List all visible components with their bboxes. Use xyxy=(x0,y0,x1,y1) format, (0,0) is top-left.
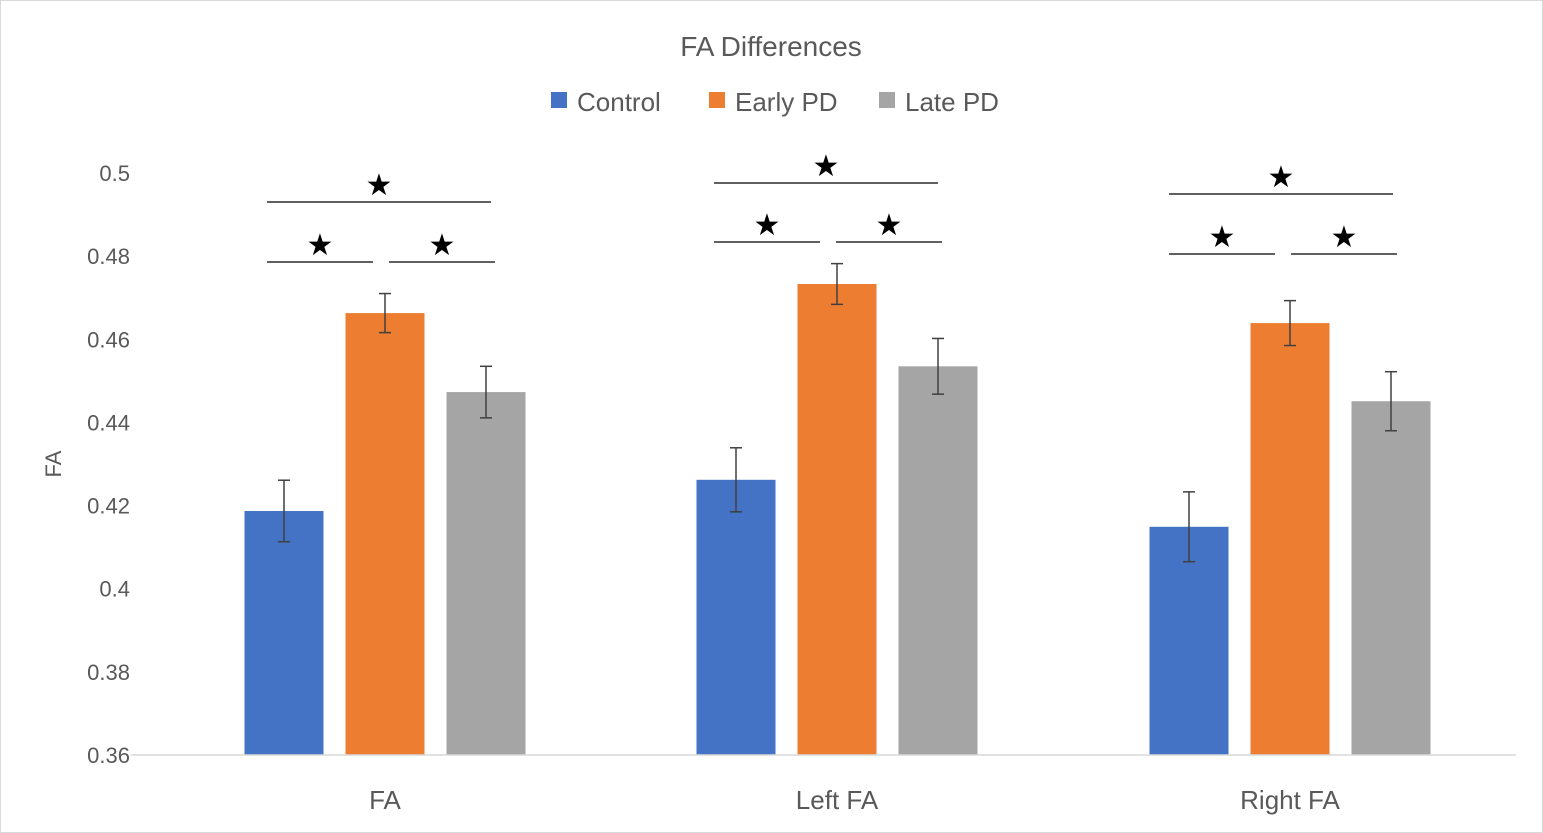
significance-star: ★ xyxy=(429,229,456,262)
bar xyxy=(797,283,877,755)
x-category-label: Left FA xyxy=(796,785,879,815)
significance-star: ★ xyxy=(307,229,334,262)
chart-title: FA Differences xyxy=(680,31,862,62)
bar xyxy=(345,313,425,755)
y-tick-label: 0.42 xyxy=(87,494,130,519)
legend-label-2: Early PD xyxy=(735,87,838,117)
bar xyxy=(244,510,324,755)
legend-swatch-1 xyxy=(551,92,567,108)
error-bars xyxy=(278,262,1397,563)
legend-swatch-2 xyxy=(709,92,725,108)
error-bar xyxy=(1183,491,1195,563)
legend-label-3: Late PD xyxy=(905,87,999,117)
bar xyxy=(898,366,978,755)
y-tick-label: 0.44 xyxy=(87,410,130,435)
legend-label-1: Control xyxy=(577,87,661,117)
error-bar xyxy=(1385,370,1397,432)
y-tick-label: 0.5 xyxy=(99,161,130,186)
bar xyxy=(1149,526,1229,755)
significance-star: ★ xyxy=(754,209,781,242)
error-bar xyxy=(730,447,742,513)
significance-star: ★ xyxy=(876,209,903,242)
x-category-label: Right FA xyxy=(1240,785,1340,815)
error-bar xyxy=(480,365,492,419)
error-bar xyxy=(932,337,944,395)
significance-star: ★ xyxy=(366,169,393,202)
error-bar xyxy=(379,292,391,334)
error-bar xyxy=(278,479,290,543)
bars xyxy=(244,283,1431,755)
significance-markers: ★ ★ ★ ★ ★ ★ ★ ★ ★ xyxy=(267,150,1397,263)
error-bar xyxy=(831,262,843,306)
legend-swatch-3 xyxy=(879,92,895,108)
legend: Control Early PD Late PD xyxy=(551,87,999,117)
y-tick-label: 0.38 xyxy=(87,660,130,685)
y-tick-label: 0.4 xyxy=(99,577,130,602)
y-tick-label: 0.36 xyxy=(87,743,130,768)
significance-star: ★ xyxy=(1331,221,1358,254)
bar xyxy=(696,479,776,755)
error-bar xyxy=(1284,299,1296,347)
y-tick-label: 0.48 xyxy=(87,244,130,269)
y-tick-label: 0.46 xyxy=(87,327,130,352)
bar xyxy=(446,392,526,755)
x-category-label: FA xyxy=(369,785,401,815)
bar xyxy=(1351,401,1431,755)
y-axis-label: FA xyxy=(41,450,66,477)
significance-star: ★ xyxy=(813,150,840,183)
significance-star: ★ xyxy=(1209,221,1236,254)
significance-star: ★ xyxy=(1268,161,1295,194)
x-axis-categories: FA Left FA Right FA xyxy=(369,785,1340,815)
y-axis-ticks: 0.36 0.38 0.4 0.42 0.44 0.46 0.48 0.5 xyxy=(87,161,130,768)
bar xyxy=(1250,323,1330,755)
